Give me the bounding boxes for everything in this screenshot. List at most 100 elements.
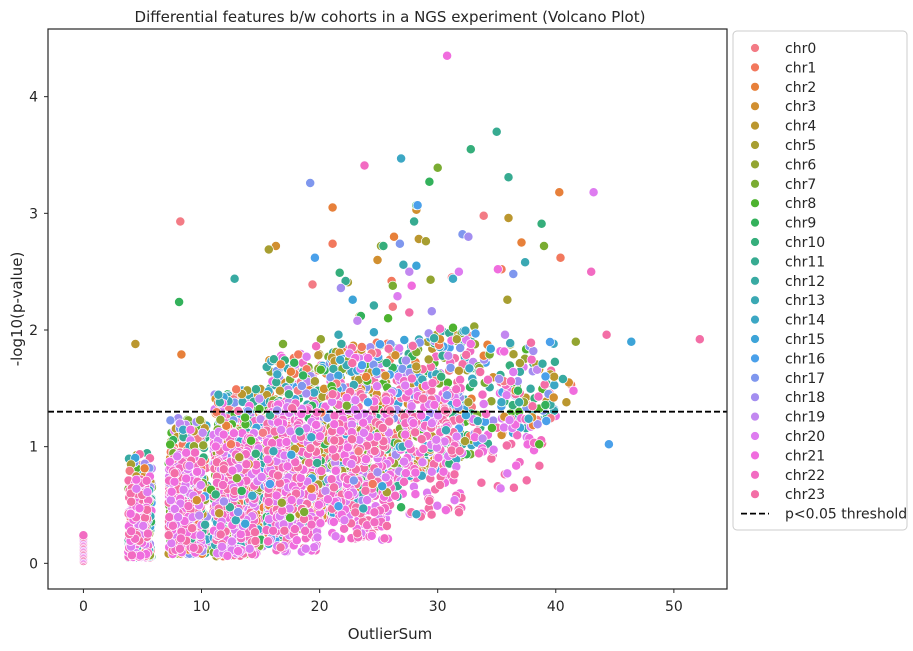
data-point-chr3 — [372, 255, 383, 265]
data-point-chr12 — [514, 397, 525, 408]
data-point-chr21 — [442, 50, 453, 61]
data-point — [142, 528, 153, 539]
data-point-chr10 — [334, 267, 345, 278]
data-point-chr20 — [256, 472, 267, 482]
data-point — [333, 370, 344, 381]
data-point-chr10 — [283, 389, 294, 400]
legend-marker — [750, 489, 760, 499]
y-tick-label: 3 — [29, 206, 38, 222]
data-point — [526, 354, 537, 365]
data-point-chr16 — [309, 252, 320, 263]
data-point-chr1 — [293, 349, 304, 360]
data-point-chr8 — [448, 322, 458, 333]
data-point-chr11 — [491, 126, 502, 137]
data-point — [540, 400, 551, 410]
data-point — [289, 357, 300, 368]
data-point-chr14 — [496, 397, 507, 408]
legend-label: chr18 — [785, 390, 825, 406]
data-point — [399, 335, 410, 345]
data-point-chr17 — [296, 381, 307, 391]
data-point — [222, 550, 233, 561]
data-point — [134, 503, 145, 514]
data-point-chr18 — [494, 374, 505, 384]
data-point-chr4 — [503, 213, 514, 223]
data-point — [316, 466, 327, 477]
data-point-chr10 — [536, 218, 547, 229]
data-point — [525, 383, 536, 394]
legend: chr0 chr1 chr2 chr3 chr4 chr5 chr6 chr7 chr8 chr9… — [732, 30, 908, 531]
data-point-chr16 — [470, 328, 481, 339]
data-point — [178, 484, 189, 495]
data-point — [286, 495, 297, 506]
legend-label: chr9 — [785, 216, 816, 232]
x-tick-label: 30 — [429, 599, 447, 615]
data-point — [172, 451, 183, 462]
data-point — [431, 434, 442, 445]
data-point — [282, 461, 293, 472]
legend-marker — [750, 217, 760, 228]
data-point — [418, 444, 429, 454]
data-point — [192, 466, 203, 477]
legend-label: chr12 — [785, 274, 825, 290]
data-point-chr0 — [478, 210, 489, 221]
data-point — [406, 373, 417, 384]
y-axis-label: -log10(p-value) — [8, 252, 26, 367]
data-point — [142, 487, 153, 498]
data-point — [451, 384, 462, 395]
legend-marker — [750, 101, 760, 111]
data-point-chr10 — [250, 448, 261, 459]
data-point — [347, 434, 357, 445]
data-point-chr1 — [367, 479, 378, 489]
data-point-chr10 — [378, 241, 389, 251]
legend-label: chr23 — [785, 487, 825, 503]
data-point-chr2 — [554, 187, 565, 198]
data-point — [407, 340, 418, 351]
data-point-chr17 — [348, 475, 359, 486]
data-point — [329, 419, 340, 430]
data-point-chr7 — [387, 280, 398, 291]
data-point-chr6 — [276, 497, 287, 508]
data-point-chr9 — [298, 370, 309, 381]
data-point — [190, 447, 200, 458]
data-point — [330, 531, 341, 542]
data-point — [226, 536, 237, 547]
data-point — [263, 536, 273, 547]
data-point — [311, 419, 322, 430]
legend-marker — [750, 62, 760, 73]
data-point — [185, 424, 196, 435]
legend-label: chr13 — [785, 293, 825, 309]
data-point-chr17 — [233, 507, 244, 517]
data-point — [125, 508, 136, 519]
data-point — [273, 470, 283, 481]
data-point-chr2 — [327, 202, 338, 213]
data-point — [476, 477, 487, 488]
data-point — [352, 528, 363, 539]
data-point-chr14 — [448, 273, 458, 284]
data-point — [508, 349, 519, 360]
data-point-chr21 — [465, 339, 476, 349]
data-point — [521, 475, 532, 486]
data-point — [263, 497, 274, 507]
data-point — [454, 446, 465, 456]
data-point-chr20 — [426, 418, 437, 429]
data-point — [135, 550, 146, 561]
data-point — [187, 523, 198, 534]
data-point — [440, 505, 451, 516]
data-point — [372, 381, 382, 392]
data-point — [504, 415, 515, 426]
data-point-chr13 — [358, 503, 369, 514]
data-point-chr15 — [626, 336, 637, 347]
data-point-chr5 — [463, 397, 474, 408]
data-point-chr16 — [333, 501, 344, 512]
data-point-chr12 — [294, 426, 305, 437]
data-point-chr15 — [411, 260, 422, 271]
data-point-chr23 — [404, 307, 415, 318]
chart-title: Differential features b/w cohorts in a N… — [135, 8, 646, 26]
data-point — [380, 472, 391, 483]
legend-marker — [750, 237, 760, 247]
data-point-chr15 — [240, 518, 251, 529]
data-point-chr23 — [381, 521, 392, 531]
legend-label: chr0 — [785, 41, 816, 57]
data-point — [508, 482, 519, 493]
data-point-chr14 — [523, 413, 534, 424]
